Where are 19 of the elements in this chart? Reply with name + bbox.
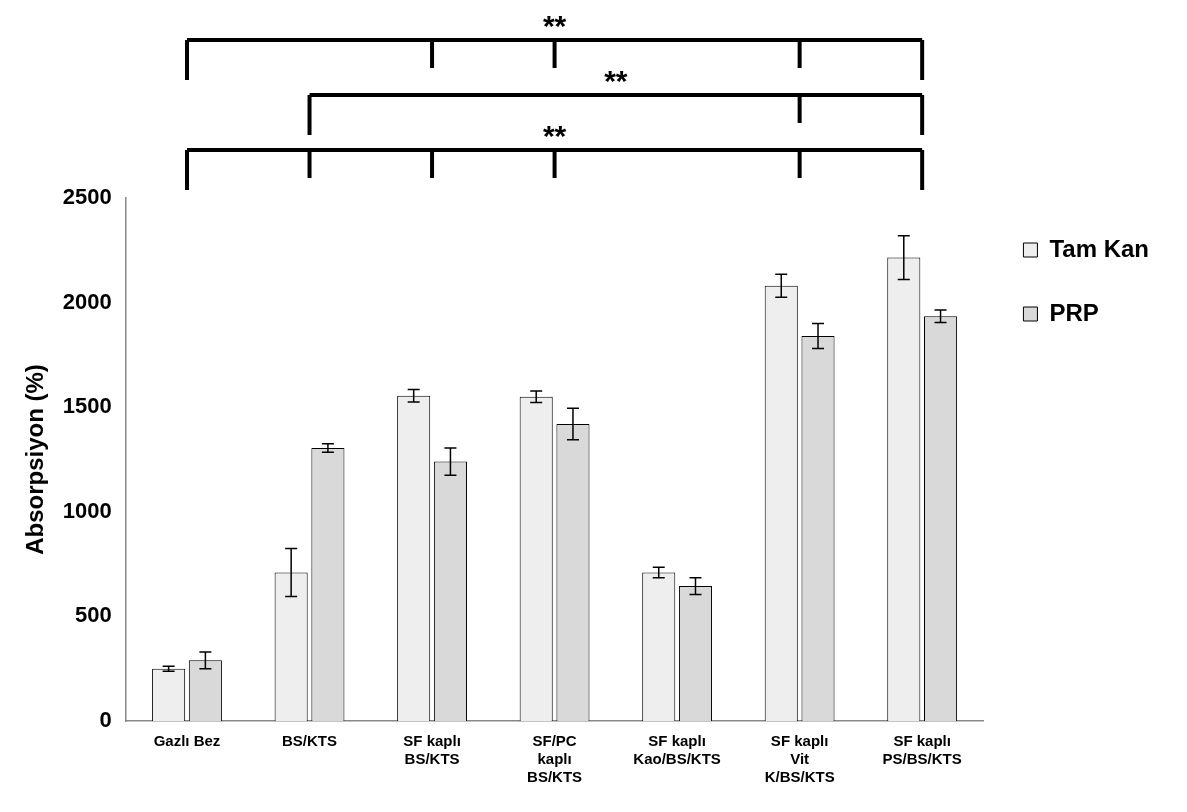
legend-label: PRP (1049, 298, 1099, 326)
legend-label: Tam Kan (1049, 234, 1149, 262)
y-tick-label: 500 (75, 602, 112, 628)
x-tick-label: SF/PC kaplı BS/KTS (527, 732, 583, 786)
x-tick-label: SF kaplı PS/BS/KTS (882, 732, 962, 768)
text: ** (542, 9, 567, 42)
y-tick-label: 0 (99, 707, 112, 733)
y-axis-title: Absorpsiyon (%) (21, 364, 49, 555)
y-tick-label: 1000 (62, 497, 112, 523)
x-tick-label: SF kaplı BS/KTS (403, 732, 461, 768)
x-tick-label: BS/KTS (282, 732, 338, 750)
text: ** (604, 64, 628, 97)
x-tick-label: SF kaplı Vit K/BS/KTS (764, 732, 835, 786)
text: ** (542, 119, 567, 152)
y-tick-label: 2500 (62, 184, 112, 210)
y-tick-label: 1500 (62, 393, 112, 419)
x-tick-label: SF kaplı Kao/BS/KTS (633, 732, 721, 768)
x-tick-label: Gazlı Bez (153, 732, 221, 750)
y-tick-label: 2000 (62, 288, 112, 314)
